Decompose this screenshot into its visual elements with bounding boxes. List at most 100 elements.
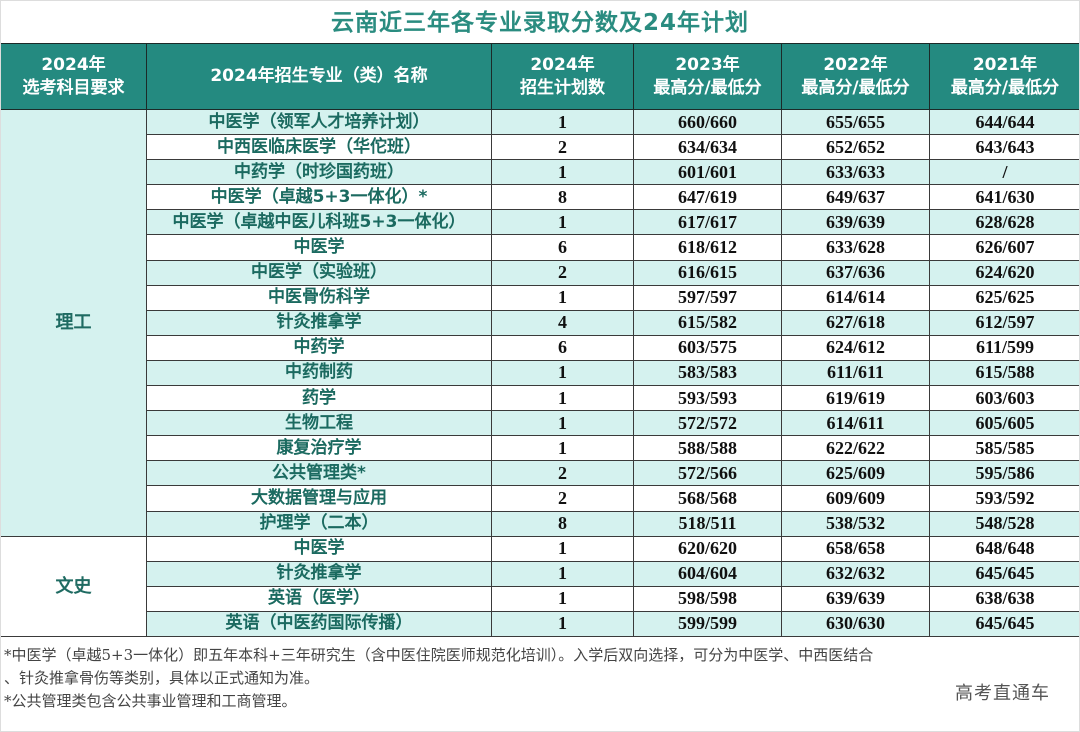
- plan-count-cell: 1: [491, 610, 634, 637]
- score-2022-cell: 630/630: [781, 610, 930, 637]
- major-name-cell: 针灸推拿学: [146, 309, 492, 336]
- table-row: 中医学（卓越中医儿科班5+3一体化） 1 617/617 639/639 628/628: [1, 209, 1080, 236]
- score-2023-cell: 604/604: [633, 560, 782, 587]
- header-line: 选考科目要求: [22, 77, 125, 98]
- table-row: 中药学 6 603/575 624/612 611/599: [1, 334, 1080, 361]
- score-2021-cell: 595/586: [929, 460, 1080, 487]
- major-name-cell: 中医学: [146, 535, 492, 562]
- major-name-cell: 英语（医学）: [146, 585, 492, 612]
- score-2023-cell: 583/583: [633, 359, 782, 387]
- score-2022-cell: 658/658: [781, 535, 930, 562]
- footnote-2: *公共管理类包含公共事业管理和工商管理。: [4, 692, 297, 710]
- footnote-1-cont: 、针灸推拿骨伤等类别，具体以正式通知为准。: [4, 669, 320, 687]
- score-2023-cell: 588/588: [633, 435, 782, 462]
- score-2022-cell: 619/619: [781, 385, 930, 412]
- major-name-cell: 中医学（卓越5+3一体化）*: [146, 184, 492, 211]
- score-2023-cell: 568/568: [633, 485, 782, 512]
- score-2022-cell: 655/655: [781, 108, 930, 136]
- subject-group-label: 文史: [0, 535, 147, 637]
- header-major: 2024年招生专业（类）名称: [146, 43, 492, 110]
- score-2022-cell: 538/532: [781, 510, 930, 537]
- score-2021-cell: 641/630: [929, 184, 1080, 211]
- score-2021-cell: 645/645: [929, 610, 1080, 637]
- score-2021-cell: 645/645: [929, 560, 1080, 587]
- table-row: 英语（医学） 1 598/598 639/639 638/638: [1, 585, 1080, 612]
- score-2022-cell: 633/633: [781, 159, 930, 186]
- plan-count-cell: 1: [491, 560, 634, 587]
- score-2021-cell: 548/528: [929, 510, 1080, 537]
- header-line: 最高分/最低分: [950, 77, 1060, 98]
- plan-count-cell: 1: [491, 535, 634, 562]
- plan-count-cell: 6: [491, 334, 634, 361]
- page-title: 云南近三年各专业录取分数及24年计划: [330, 10, 749, 36]
- score-2021-cell: 612/597: [929, 309, 1080, 336]
- header-line: 2023年: [675, 54, 740, 75]
- score-2023-cell: 603/575: [633, 334, 782, 361]
- score-2023-cell: 634/634: [633, 134, 782, 161]
- score-2023-cell: 660/660: [633, 108, 782, 136]
- score-2022-cell: 632/632: [781, 560, 930, 587]
- plan-count-cell: 4: [491, 309, 634, 336]
- table-row: 中医学 6 618/612 633/628 626/607: [1, 234, 1080, 261]
- score-2021-cell: 611/599: [929, 334, 1080, 361]
- score-2022-cell: 652/652: [781, 134, 930, 161]
- plan-count-cell: 1: [491, 159, 634, 186]
- plan-count-cell: 6: [491, 234, 634, 261]
- plan-count-cell: 1: [491, 284, 634, 311]
- major-name-cell: 护理学（二本）: [146, 510, 492, 537]
- footnote-1: *中医学（卓越5+3一体化）即五年本科+三年研究生（含中医住院医师规范化培训）。…: [4, 646, 874, 664]
- plan-count-cell: 1: [491, 410, 634, 437]
- header-2022: 2022年 最高分/最低分: [781, 43, 930, 110]
- header-line: 2024年: [530, 54, 595, 75]
- subject-group-label: 理工: [0, 109, 147, 537]
- major-name-cell: 中医学: [146, 234, 492, 261]
- major-name-cell: 生物工程: [146, 410, 492, 437]
- score-2022-cell: 624/612: [781, 334, 930, 361]
- score-2022-cell: 609/609: [781, 485, 930, 512]
- major-name-cell: 中医学（领军人才培养计划）: [146, 108, 492, 136]
- score-2021-cell: 625/625: [929, 284, 1080, 311]
- admission-scores-table: 2024年 选考科目要求 2024年招生专业（类）名称 2024年 招生计划数 …: [0, 43, 1080, 637]
- score-2023-cell: 518/511: [633, 510, 782, 537]
- plan-count-cell: 1: [491, 209, 634, 236]
- score-2021-cell: 624/620: [929, 259, 1080, 286]
- score-2023-cell: 617/617: [633, 209, 782, 236]
- major-name-cell: 针灸推拿学: [146, 560, 492, 587]
- score-2023-cell: 597/597: [633, 284, 782, 311]
- table-row: 中医学（卓越5+3一体化）* 8 647/619 649/637 641/630: [1, 184, 1080, 211]
- score-2023-cell: 620/620: [633, 535, 782, 562]
- plan-count-cell: 1: [491, 359, 634, 387]
- header-row: 2024年 选考科目要求 2024年招生专业（类）名称 2024年 招生计划数 …: [0, 43, 1080, 110]
- header-line: 2024年: [41, 54, 106, 75]
- table-row: 中医学（实验班） 2 616/615 637/636 624/620: [1, 259, 1080, 286]
- table-row: 针灸推拿学 1 604/604 632/632 645/645: [1, 560, 1080, 587]
- header-subject-requirement: 2024年 选考科目要求: [0, 43, 147, 110]
- table-row: 大数据管理与应用 2 568/568 609/609 593/592: [1, 485, 1080, 512]
- score-2022-cell: 633/628: [781, 234, 930, 261]
- table-row: 生物工程 1 572/572 614/611 605/605: [1, 410, 1080, 437]
- score-2021-cell: 585/585: [929, 435, 1080, 462]
- score-2022-cell: 649/637: [781, 184, 930, 211]
- header-2021: 2021年 最高分/最低分: [929, 43, 1080, 110]
- score-2023-cell: 618/612: [633, 234, 782, 261]
- major-name-cell: 中医学（卓越中医儿科班5+3一体化）: [146, 209, 492, 236]
- plan-count-cell: 2: [491, 485, 634, 512]
- header-line: 2021年: [972, 54, 1038, 75]
- score-2023-cell: 601/601: [633, 159, 782, 186]
- score-2023-cell: 598/598: [633, 585, 782, 612]
- table-row: 公共管理类* 2 572/566 625/609 595/586: [1, 460, 1080, 487]
- score-2022-cell: 622/622: [781, 435, 930, 462]
- table-row: 文史 中医学 1 620/620 658/658 648/648: [0, 535, 1080, 637]
- header-2023: 2023年 最高分/最低分: [633, 43, 782, 110]
- header-plan: 2024年 招生计划数: [491, 43, 634, 110]
- plan-count-cell: 1: [491, 108, 634, 136]
- table-row: 中西医临床医学（华佗班） 2 634/634 652/652 643/643: [1, 134, 1080, 161]
- table-body: 理工 中医学（领军人才培养计划） 1 660/660 655/655 644/644 中西医…: [0, 108, 1080, 637]
- plan-count-cell: 8: [491, 510, 634, 537]
- score-2023-cell: 615/582: [633, 309, 782, 336]
- score-2021-cell: 648/648: [929, 535, 1080, 562]
- plan-count-cell: 1: [491, 435, 634, 462]
- table-row: 理工 中医学（领军人才培养计划） 1 660/660 655/655 644/644: [0, 108, 1080, 537]
- score-2021-cell: 638/638: [929, 585, 1080, 612]
- score-2021-cell: 603/603: [929, 385, 1080, 412]
